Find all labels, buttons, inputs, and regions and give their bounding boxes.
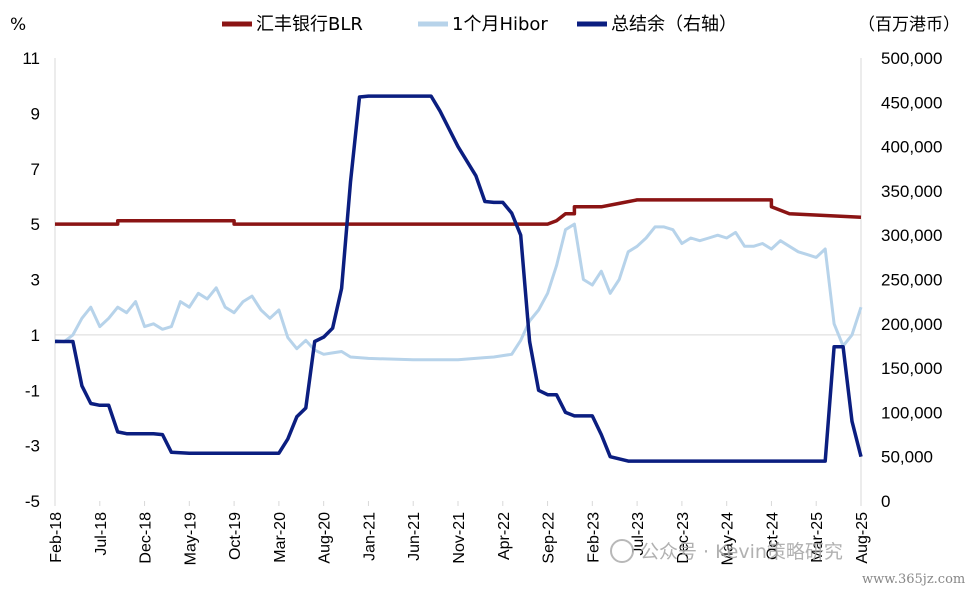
series-line-hibor bbox=[54, 222, 863, 362]
right-tick-label: 200,000 bbox=[881, 315, 942, 334]
left-tick-label: 11 bbox=[22, 49, 40, 68]
right-tick-label: 300,000 bbox=[881, 226, 942, 245]
x-tick-label: Aug-25 bbox=[854, 512, 871, 564]
right-tick-label: 0 bbox=[881, 492, 890, 511]
left-tick-label: 5 bbox=[31, 215, 40, 234]
right-tick-label: 500,000 bbox=[881, 49, 942, 68]
watermark: 公众号 · Kevin策略研究 www.365jz.com bbox=[610, 539, 965, 587]
right-tick-labels: 500,000 450,000 400,000 350,000 300,000 250,0… bbox=[881, 49, 942, 511]
x-tick-label: Oct-19 bbox=[227, 512, 244, 560]
left-tick-labels: 11 9 7 5 3 1 -1 -3 -5 bbox=[22, 49, 40, 511]
watermark-text: 公众号 · Kevin策略研究 bbox=[640, 541, 843, 563]
x-tick-label: Sep-22 bbox=[541, 512, 558, 564]
right-tick-label: 450,000 bbox=[881, 93, 942, 112]
x-tick-label: Dec-23 bbox=[675, 512, 692, 564]
left-axis-unit: % bbox=[10, 15, 26, 35]
legend-label-balance: 总结余（右轴） bbox=[611, 14, 737, 35]
right-tick-label: 250,000 bbox=[881, 271, 942, 290]
x-tick-label: Apr-22 bbox=[496, 512, 513, 560]
x-tick-label: Dec-18 bbox=[138, 512, 155, 564]
watermark-site: www.365jz.com bbox=[862, 572, 965, 587]
x-tick-label: Mar-25 bbox=[809, 512, 826, 563]
x-tick-label: Aug-20 bbox=[317, 512, 334, 564]
left-tick-label: 1 bbox=[31, 326, 40, 345]
axes bbox=[54, 58, 862, 506]
right-tick-label: 350,000 bbox=[881, 182, 942, 201]
x-tick-label: May-24 bbox=[720, 512, 737, 565]
series-lines bbox=[54, 94, 863, 463]
left-tick-label: 9 bbox=[31, 104, 40, 123]
x-tick-label: May-19 bbox=[182, 512, 199, 565]
x-tick-label: Jan-21 bbox=[361, 512, 378, 561]
x-tick-label: Jun-21 bbox=[406, 512, 423, 561]
right-tick-label: 100,000 bbox=[881, 403, 942, 422]
x-tick-label: Mar-20 bbox=[272, 512, 289, 563]
x-tick-label: Oct-24 bbox=[764, 512, 781, 560]
right-tick-label: 50,000 bbox=[881, 448, 933, 467]
x-tick-label: Nov-21 bbox=[451, 512, 468, 564]
legend: 汇丰银行BLR 1个月Hibor 总结余（右轴） bbox=[222, 14, 737, 35]
right-tick-label: 400,000 bbox=[881, 138, 942, 157]
x-tick-labels: Feb-18 Jul-18 Dec-18 May-19 Oct-19 Mar-20 Aug-… bbox=[48, 512, 871, 565]
left-tick-label: 7 bbox=[31, 160, 40, 179]
x-tick-label: Jul-23 bbox=[630, 512, 647, 556]
x-tick-label: Jul-18 bbox=[93, 512, 110, 556]
left-tick-label: -5 bbox=[25, 492, 40, 511]
left-tick-label: 3 bbox=[31, 271, 40, 290]
left-tick-label: -1 bbox=[25, 381, 40, 400]
x-tick-label: Feb-18 bbox=[48, 512, 65, 563]
right-tick-label: 150,000 bbox=[881, 359, 942, 378]
legend-label-blr: 汇丰银行BLR bbox=[256, 14, 363, 35]
x-tick-label: Feb-23 bbox=[585, 512, 602, 563]
left-tick-label: -3 bbox=[25, 437, 40, 456]
wechat-icon bbox=[610, 539, 634, 563]
series-line-balance bbox=[55, 94, 863, 463]
legend-label-hibor: 1个月Hibor bbox=[452, 14, 548, 35]
series-line-blr bbox=[55, 198, 862, 226]
right-axis-unit: （百万港币） bbox=[858, 15, 960, 35]
